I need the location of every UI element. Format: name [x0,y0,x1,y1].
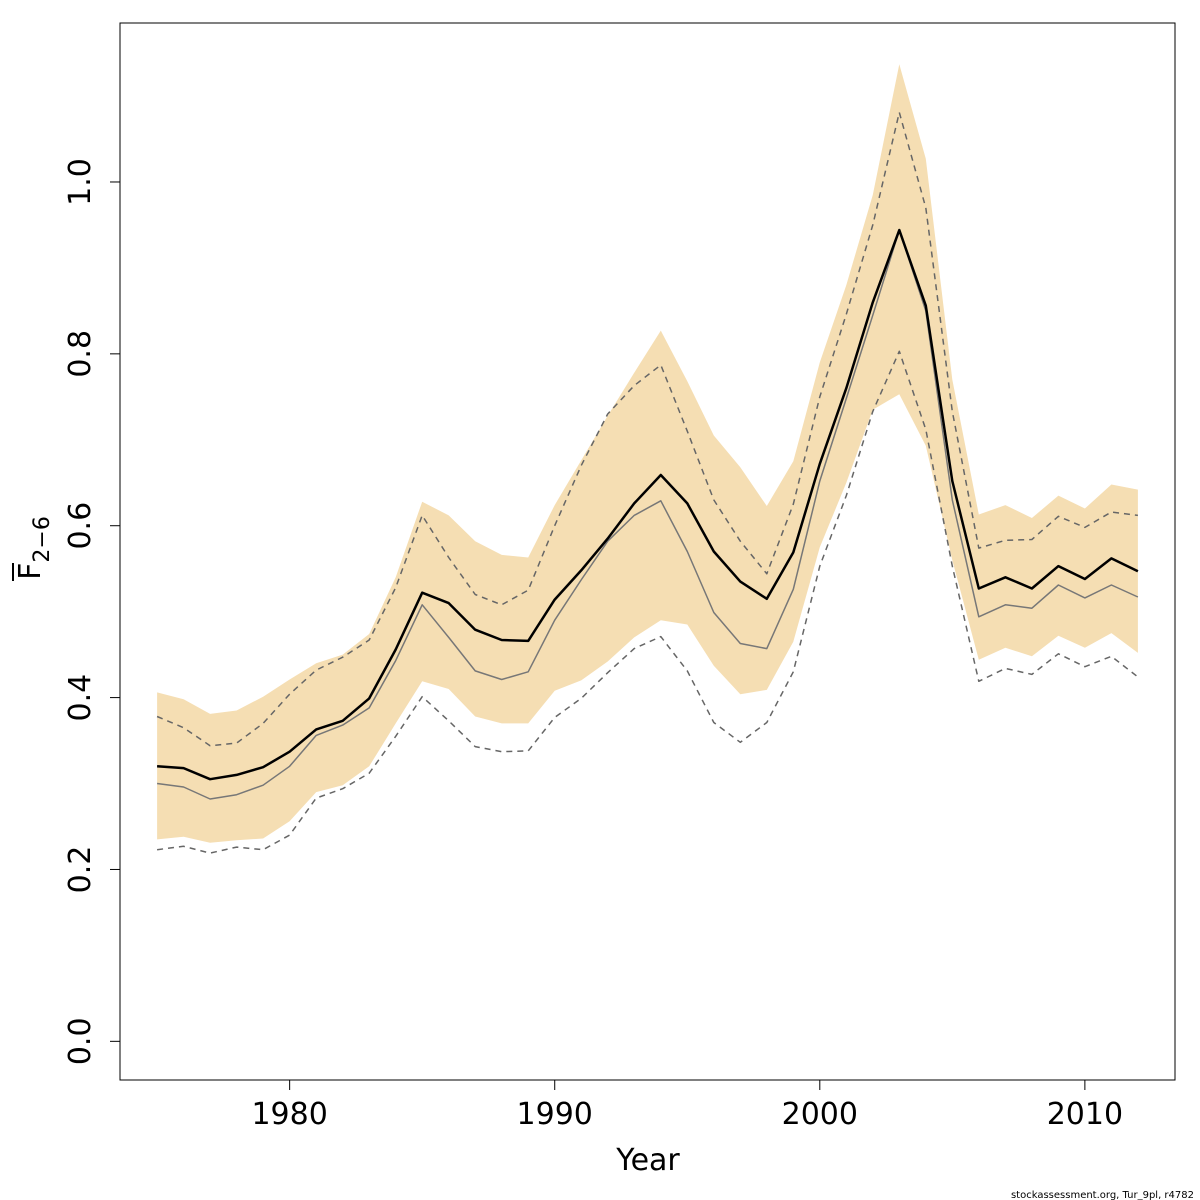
y-axis-title: F2−6 [12,516,55,581]
x-axis-title: Year [615,1143,680,1178]
estimate-line-1 [157,228,1139,781]
y-axis: 0.0 0.2 0.4 0.6 0.8 1.0 [63,158,121,1065]
x-axis: 1980 1990 2000 2010 [251,1079,1123,1132]
y-axis-title-subscript: 2−6 [30,516,55,562]
interval-line-4 [157,350,1139,854]
x-tick-label-1980: 1980 [251,1097,327,1132]
y-tick-label-0.4: 0.4 [63,674,98,722]
y-tick-label-0.0: 0.0 [63,1017,98,1065]
footer-note: stockassessment.org, Tur_9pl, r4782 [1011,1190,1194,1200]
secondary-line-2 [157,229,1139,800]
x-tick-label-2000: 2000 [782,1097,858,1132]
y-tick-label-0.8: 0.8 [63,330,98,378]
y-tick-label-0.6: 0.6 [63,502,98,550]
y-axis-title-main: F [13,563,48,580]
x-tick-label-2010: 2010 [1047,1097,1123,1132]
y-tick-label-1.0: 1.0 [63,158,98,206]
x-tick-label-1990: 1990 [517,1097,593,1132]
interval-line-3 [156,111,1138,747]
svg-text:F2−6: F2−6 [13,516,55,580]
series-lines-layer [156,111,1139,854]
y-tick-label-0.2: 0.2 [63,846,98,894]
